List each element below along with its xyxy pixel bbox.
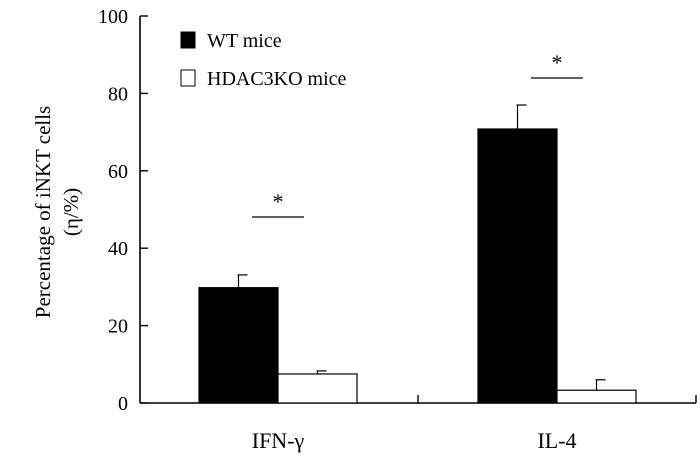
legend: WT mice HDAC3KO mice [180, 30, 347, 90]
y-axis-label: Percentage of iNKT cells (η/%) [31, 106, 83, 318]
bar [277, 373, 358, 404]
legend-swatch [180, 69, 196, 87]
category-labels: IFN-γ IL-4 [252, 428, 577, 453]
legend-label: WT mice [207, 30, 282, 52]
y-tick-label: 0 [118, 393, 128, 415]
y-axis-label-line2: (η/%) [59, 188, 83, 236]
significance-star: * [552, 50, 563, 75]
y-axis-ticks: 0 20 40 60 80 100 [98, 6, 148, 415]
bar [556, 389, 637, 404]
y-axis-label-line1: Percentage of iNKT cells [31, 106, 55, 318]
bars [198, 104, 637, 404]
y-tick-label: 100 [98, 6, 128, 28]
y-tick-label: 40 [108, 238, 128, 260]
legend-swatch [180, 31, 196, 49]
bar [198, 287, 279, 404]
category-label: IL-4 [537, 428, 576, 453]
significance-markers: ** [252, 50, 583, 218]
y-tick-label: 20 [108, 316, 128, 338]
y-tick-label: 80 [108, 83, 128, 105]
significance-star: * [273, 189, 284, 214]
y-tick-label: 60 [108, 161, 128, 183]
legend-label: HDAC3KO mice [207, 68, 347, 90]
category-label: IFN-γ [252, 428, 305, 453]
bar [477, 128, 558, 404]
